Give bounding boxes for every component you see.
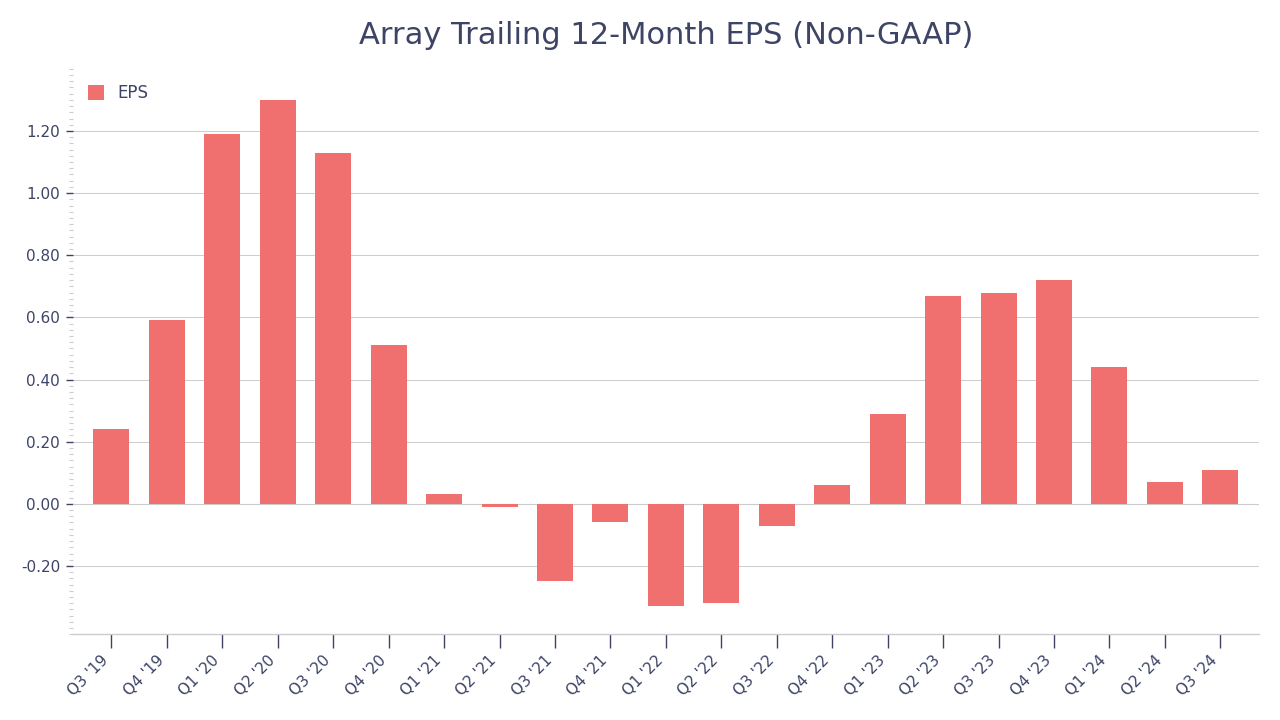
Bar — [703, 504, 740, 603]
Bar — [481, 504, 517, 507]
Bar — [593, 504, 628, 523]
Bar — [980, 292, 1016, 504]
Bar — [426, 495, 462, 504]
Bar — [925, 296, 961, 504]
Bar — [1092, 367, 1128, 504]
Bar — [315, 153, 351, 504]
Bar — [260, 100, 296, 504]
Bar — [371, 346, 407, 504]
Bar — [1147, 482, 1183, 504]
Bar — [205, 134, 241, 504]
Bar — [1202, 469, 1238, 504]
Bar — [869, 414, 906, 504]
Bar — [148, 320, 184, 504]
Title: Array Trailing 12-Month EPS (Non-GAAP): Array Trailing 12-Month EPS (Non-GAAP) — [358, 21, 973, 50]
Bar — [814, 485, 850, 504]
Bar — [759, 504, 795, 526]
Bar — [536, 504, 573, 582]
Legend: EPS: EPS — [81, 77, 155, 109]
Bar — [648, 504, 684, 606]
Bar — [1036, 280, 1073, 504]
Bar — [93, 429, 129, 504]
